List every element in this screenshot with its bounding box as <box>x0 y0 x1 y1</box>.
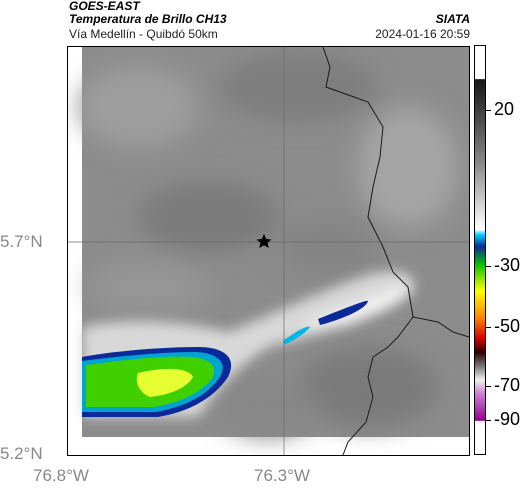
lat-tick-5-2: 5.2°N <box>0 444 43 463</box>
colorbar-tick-20: 20 <box>494 99 515 119</box>
lon-tick-76-3: 76.3°W <box>254 466 310 485</box>
colorbar-tick-minus-50: -50 <box>494 316 521 336</box>
agency-name: SIATA <box>435 12 470 26</box>
map-frame[interactable] <box>67 46 470 456</box>
boundary-line <box>322 47 469 338</box>
lon-tick-76-8: 76.8°W <box>33 466 89 485</box>
lat-tick-5-7: 5.7°N <box>0 232 43 251</box>
boundary-line-2 <box>342 316 414 455</box>
star-icon[interactable] <box>256 234 272 248</box>
cold-streak <box>283 300 368 345</box>
datetime: 2024-01-16 20:59 <box>375 27 470 41</box>
product-name: Temperatura de Brillo CH13 <box>69 12 227 26</box>
colorbar <box>474 45 486 455</box>
brightness-temperature-map <box>68 47 469 455</box>
title-block: GOES-EAST Temperatura de Brillo CH13 Vía… <box>69 0 227 41</box>
colorbar-tick-minus-30: -30 <box>494 255 521 275</box>
title-right-block: SIATA 2024-01-16 20:59 <box>375 0 470 41</box>
colorbar-tick-minus-90: -90 <box>494 409 521 429</box>
cold-cloud-core <box>82 347 232 417</box>
texture <box>78 52 458 437</box>
colorbar-tick-minus-70: -70 <box>494 375 521 395</box>
satellite-name: GOES-EAST <box>69 0 140 13</box>
region-name: Vía Medellín - Quibdó 50km <box>69 27 218 41</box>
